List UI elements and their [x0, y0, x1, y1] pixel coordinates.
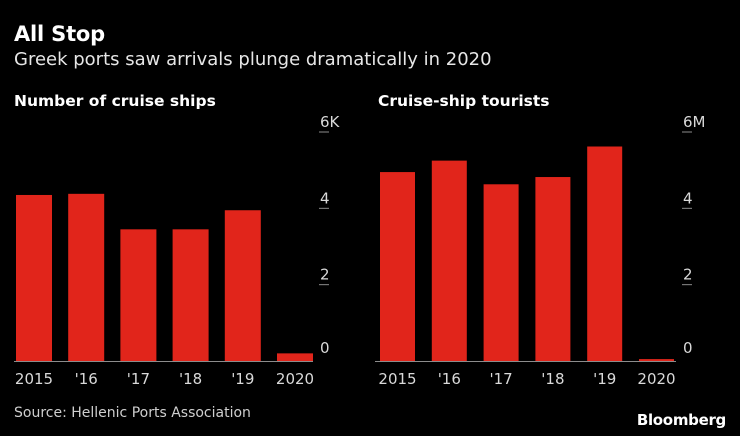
source-note: Source: Hellenic Ports Association	[14, 405, 251, 421]
tourists-bar-1	[431, 160, 467, 361]
right-panel-title: Cruise-ship tourists	[378, 92, 550, 110]
chart-title: All Stop	[14, 22, 105, 46]
tourists-ytick-label-2: 2	[683, 266, 693, 284]
tourists-bar-5	[639, 359, 674, 361]
tourists-xtick-label-0: 2015	[378, 370, 416, 388]
tourists-xtick-label-1: '16	[438, 370, 461, 388]
left-panel-title: Number of cruise ships	[14, 92, 216, 110]
ships-ytick-label-3: 0	[320, 339, 330, 357]
bloomberg-logo: Bloomberg	[636, 411, 726, 429]
ships-bar-1	[68, 193, 105, 361]
ships-bar-2	[120, 229, 157, 361]
tourists-xtick-label-2: '17	[489, 370, 512, 388]
tourists-ytick-label-1: 4	[683, 189, 693, 207]
ships-bar-4	[224, 210, 261, 361]
ships-xtick-label-5: 2020	[276, 370, 314, 388]
ships-bar-0	[16, 194, 52, 361]
tourists-xtick-label-5: 2020	[637, 370, 675, 388]
ships-ytick-label-0: 6K	[320, 113, 341, 131]
tourists-bar-0	[380, 172, 415, 361]
ships-bar-5	[277, 353, 313, 361]
tourists-xtick-label-4: '19	[593, 370, 616, 388]
tourists-ytick-label-3: 0	[683, 339, 693, 357]
ships-ytick-label-2: 2	[320, 266, 330, 284]
ships-xtick-label-1: '16	[75, 370, 98, 388]
chart-subtitle: Greek ports saw arrivals plunge dramatic…	[14, 49, 492, 70]
ships-bar-3	[172, 229, 209, 361]
tourists-bar-3	[535, 177, 571, 361]
ships-xtick-label-0: 2015	[15, 370, 53, 388]
ships-xtick-label-2: '17	[127, 370, 150, 388]
ships-xtick-label-3: '18	[179, 370, 202, 388]
ships-xtick-label-4: '19	[231, 370, 254, 388]
tourists-bar-4	[587, 146, 623, 361]
tourists-bar-2	[483, 184, 519, 361]
ships-ytick-label-1: 4	[320, 189, 330, 207]
tourists-xtick-label-3: '18	[541, 370, 564, 388]
tourists-ytick-label-0: 6M	[683, 113, 706, 131]
